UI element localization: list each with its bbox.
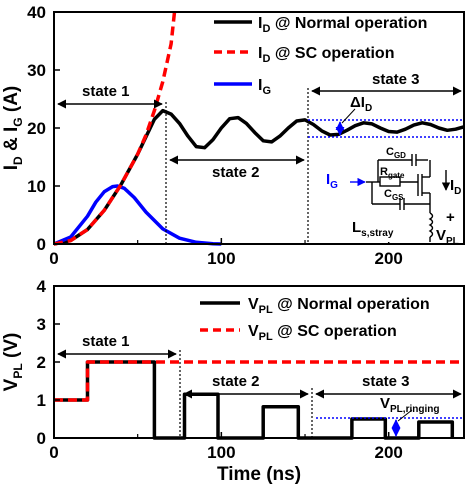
top-xtick-label-100: 100: [207, 249, 235, 268]
stray-inductor: [428, 212, 434, 238]
bottom-ticks-layer: 0 100 200 0 1 2 3 4: [37, 277, 403, 462]
top-legend: ID @ Normal operation ID @ SC operation …: [214, 15, 427, 97]
state1-label-top: state 1: [82, 83, 130, 100]
bottom-xtick-label-0: 0: [49, 443, 58, 462]
top-ytick-label-10: 10: [27, 177, 46, 196]
inset-plus: +: [446, 209, 455, 226]
top-panel: 0 100 200 0 10 20 30 40 ID & IG (A) ID @ Normal…: [1, 3, 465, 268]
top-xtick-label-0: 0: [49, 249, 58, 268]
bottom-ytick-label-4: 4: [37, 277, 47, 296]
state3-label-top: state 3: [372, 71, 420, 88]
bottom-legend: VPL @ Normal operation VPL @ SC operatio…: [200, 296, 430, 343]
bottom-ytick-label-1: 1: [37, 391, 46, 410]
bottom-xtick-label-200: 200: [375, 443, 403, 462]
top-ytick-label-20: 20: [27, 119, 46, 138]
state3-label-bottom: state 3: [362, 373, 410, 390]
bottom-ytick-label-0: 0: [37, 429, 46, 448]
bottom-panel: 0 100 200 0 1 2 3 4 VPL (V) Time (ns) VPL @ Nor…: [1, 277, 465, 485]
ringing-label: VPL,ringing: [380, 395, 439, 415]
top-ytick-label-0: 0: [37, 235, 46, 254]
bottom-series-line-1: [54, 360, 464, 402]
top-ytick-label-40: 40: [27, 3, 46, 22]
bottom-xtick-label-100: 100: [207, 443, 235, 462]
top-xtick-label-200: 200: [375, 249, 403, 268]
top-series-line-2: [53, 184, 222, 246]
legend-label-vpl-sc: VPL @ SC operation: [248, 323, 397, 343]
legend-label-id-sc: ID @ SC operation: [258, 45, 394, 65]
state2-label-top: state 2: [212, 164, 260, 181]
legend-label-vpl-normal: VPL @ Normal operation: [248, 296, 430, 316]
top-ylabel: ID & IG (A): [1, 86, 25, 171]
bottom-xlabel: Time (ns): [217, 464, 301, 485]
delta-pointer: [341, 108, 356, 124]
top-series-line-0: [53, 108, 465, 246]
ringing-pointer: [397, 409, 413, 422]
state1-label-bottom: state 1: [82, 333, 130, 350]
state2-label-bottom: state 2: [212, 373, 260, 390]
bottom-ytick-label-2: 2: [37, 353, 46, 372]
bottom-ytick-label-3: 3: [37, 315, 46, 334]
top-ytick-label-30: 30: [27, 61, 46, 80]
legend-label-ig: IG: [258, 77, 271, 97]
top-series-line-1: [53, 11, 177, 246]
circuit-inset: CGD Rgate CGS IG: [326, 144, 462, 247]
bottom-ylabel: VPL (V): [1, 333, 25, 392]
inset-ig: IG: [326, 171, 338, 191]
top-series-layer: [53, 11, 465, 246]
top-ticks-layer: 0 100 200 0 10 20 30 40: [27, 3, 403, 268]
legend-label-id-normal: ID @ Normal operation: [258, 15, 427, 35]
inset-id: ID: [450, 177, 461, 197]
